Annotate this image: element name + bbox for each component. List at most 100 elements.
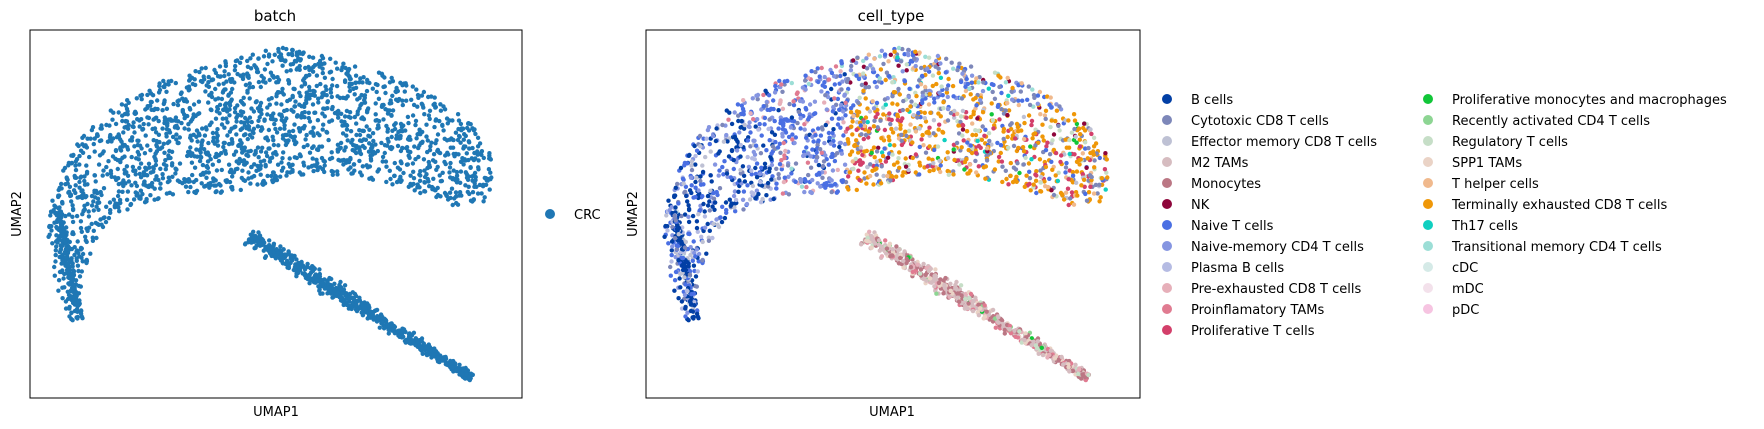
data-point xyxy=(357,128,362,133)
data-point xyxy=(922,110,927,116)
data-point xyxy=(269,173,274,179)
data-point xyxy=(871,106,877,111)
data-point xyxy=(839,59,844,64)
data-point xyxy=(885,173,890,179)
data-point xyxy=(404,145,410,150)
data-point xyxy=(1008,126,1014,132)
data-point xyxy=(886,170,892,175)
data-point xyxy=(191,115,196,120)
data-point xyxy=(1033,143,1038,148)
data-point xyxy=(427,164,433,170)
data-point xyxy=(282,123,287,128)
data-point xyxy=(752,152,758,157)
point-cloud xyxy=(46,45,494,383)
data-point xyxy=(914,93,919,99)
data-point xyxy=(375,126,380,131)
data-point xyxy=(79,269,85,274)
data-point xyxy=(52,264,57,270)
data-point xyxy=(324,93,329,98)
data-point xyxy=(1048,95,1053,100)
data-point xyxy=(774,186,779,191)
data-point xyxy=(277,256,283,261)
data-point xyxy=(754,188,760,193)
data-point xyxy=(280,86,285,92)
data-point xyxy=(727,110,732,115)
data-point xyxy=(965,81,971,87)
data-point xyxy=(240,150,245,155)
data-point xyxy=(694,247,700,252)
data-point xyxy=(930,73,936,78)
data-point xyxy=(690,213,696,219)
data-point xyxy=(206,74,211,80)
data-point xyxy=(856,76,862,82)
data-point xyxy=(692,143,697,149)
data-point xyxy=(735,102,741,107)
data-point xyxy=(391,323,397,329)
data-point xyxy=(952,157,957,163)
data-point xyxy=(920,132,925,138)
data-point xyxy=(915,84,920,89)
data-point xyxy=(196,99,202,104)
data-point xyxy=(920,98,925,103)
data-point xyxy=(848,68,854,73)
data-point xyxy=(92,149,97,154)
data-point xyxy=(279,117,284,123)
data-point xyxy=(934,291,939,296)
data-point xyxy=(332,288,337,293)
data-point xyxy=(817,74,822,79)
data-point xyxy=(463,376,468,381)
data-point xyxy=(468,165,473,170)
data-point xyxy=(901,98,906,104)
data-point xyxy=(274,130,280,135)
data-point xyxy=(280,63,285,68)
data-point xyxy=(1099,176,1105,181)
data-point xyxy=(820,163,826,169)
data-point xyxy=(931,118,937,123)
data-point xyxy=(913,49,918,54)
data-point xyxy=(1071,112,1077,117)
data-point xyxy=(919,137,924,142)
data-point xyxy=(767,117,772,122)
data-point xyxy=(1013,167,1019,172)
data-point xyxy=(672,278,678,283)
data-point xyxy=(906,128,912,134)
data-point xyxy=(750,183,756,189)
data-point xyxy=(347,88,353,94)
data-point xyxy=(204,163,210,169)
data-point xyxy=(214,168,220,173)
data-point xyxy=(858,123,863,128)
data-point xyxy=(94,235,99,241)
data-point xyxy=(224,79,229,84)
data-point xyxy=(952,108,957,114)
data-point xyxy=(960,108,966,114)
data-point xyxy=(895,55,900,60)
data-point xyxy=(329,106,335,112)
data-point xyxy=(1023,155,1028,160)
data-point xyxy=(145,92,150,98)
data-point xyxy=(344,123,350,128)
data-point xyxy=(1071,202,1077,207)
data-point xyxy=(464,151,469,156)
data-point xyxy=(791,102,797,108)
data-point xyxy=(1045,94,1050,99)
data-point xyxy=(158,181,163,186)
data-point xyxy=(884,70,890,75)
data-point xyxy=(419,339,424,344)
data-point xyxy=(829,70,835,76)
data-point xyxy=(315,118,321,123)
data-point xyxy=(230,187,235,192)
data-point xyxy=(368,158,374,163)
data-point xyxy=(437,173,442,178)
data-point xyxy=(451,137,456,143)
data-point xyxy=(1072,118,1078,123)
data-point xyxy=(771,98,776,103)
data-point xyxy=(757,121,762,127)
data-point xyxy=(812,99,818,104)
data-point xyxy=(1097,199,1102,204)
data-point xyxy=(226,92,231,97)
data-point xyxy=(986,86,991,91)
data-point xyxy=(297,152,303,157)
data-point xyxy=(456,118,462,123)
data-point xyxy=(113,148,119,153)
data-point xyxy=(222,125,227,130)
